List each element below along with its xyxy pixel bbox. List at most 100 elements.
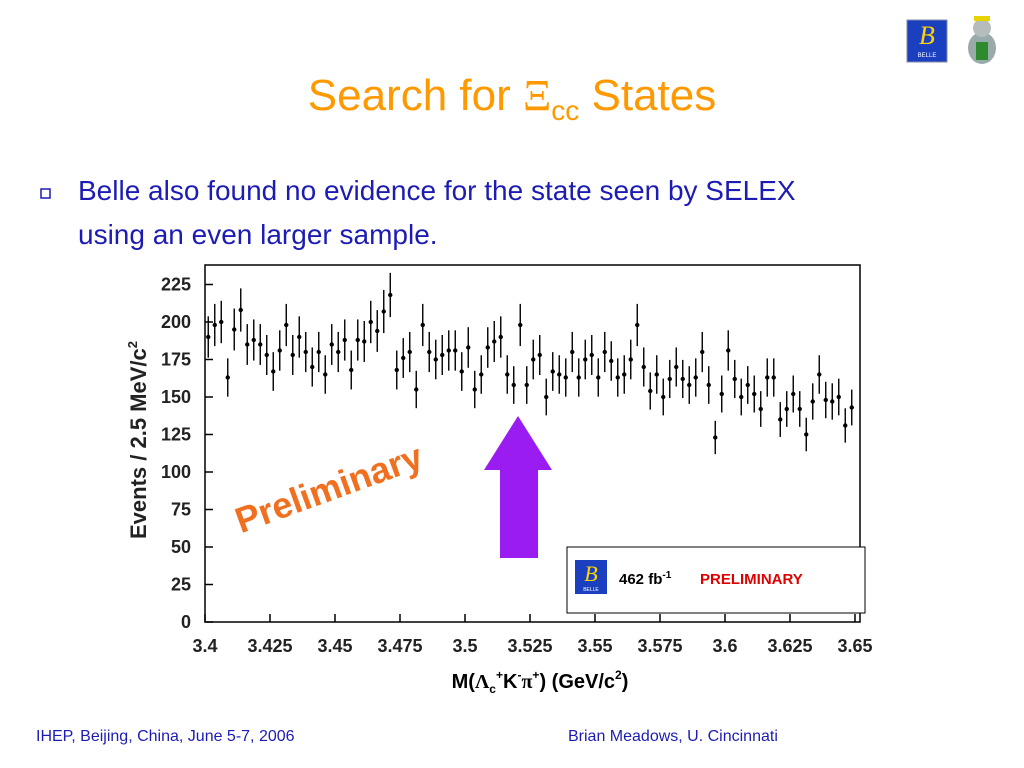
- data-point: [732, 376, 737, 382]
- data-point: [238, 307, 243, 313]
- data-point: [661, 394, 666, 400]
- data-point: [810, 399, 815, 404]
- data-point: [342, 337, 347, 343]
- data-point: [453, 348, 458, 353]
- signal-arrow: [484, 416, 552, 558]
- legend-logo-letter: B: [584, 561, 597, 586]
- y-tick-label: 125: [161, 425, 191, 445]
- bullet-marker: [40, 188, 51, 199]
- legend-preliminary: PRELIMINARY: [700, 571, 803, 588]
- data-point: [323, 372, 328, 377]
- x-tick-label: 3.45: [317, 636, 352, 656]
- data-point: [472, 387, 477, 392]
- data-point: [719, 391, 724, 397]
- data-point: [258, 342, 263, 347]
- title-symbol: Ξ: [523, 71, 551, 120]
- data-point: [752, 391, 757, 397]
- x-label-sup: +: [532, 668, 539, 682]
- data-point: [583, 357, 588, 362]
- y-tick-label: 100: [161, 462, 191, 482]
- x-tick-label: 3.425: [247, 636, 292, 656]
- x-axis-label: M(Λc+K-π+) (GeV/c2): [452, 668, 629, 696]
- title-part: Search for: [308, 71, 523, 120]
- x-tick-label: 3.625: [767, 636, 812, 656]
- data-point: [485, 345, 490, 350]
- x-tick-label: 3.6: [712, 636, 737, 656]
- x-tick-label: 3.475: [377, 636, 422, 656]
- y-tick-label: 150: [161, 387, 191, 407]
- data-point: [440, 352, 445, 358]
- data-point: [589, 352, 594, 358]
- data-point: [505, 372, 510, 377]
- x-label-sup: 2: [615, 668, 622, 682]
- data-point: [778, 417, 783, 422]
- data-point: [537, 352, 542, 358]
- x-label-part: ) (GeV/c: [539, 671, 615, 693]
- data-point: [550, 369, 555, 374]
- data-point: [635, 322, 640, 328]
- data-point: [622, 372, 627, 377]
- data-point: [745, 382, 750, 388]
- data-point: [765, 375, 770, 380]
- y-tick-label: 225: [161, 275, 191, 295]
- data-point: [641, 364, 646, 370]
- data-point: [297, 334, 302, 340]
- data-point: [849, 405, 854, 410]
- x-tick-label: 3.575: [637, 636, 682, 656]
- data-point: [511, 382, 516, 388]
- data-point: [531, 357, 536, 362]
- data-point: [687, 382, 692, 388]
- data-point: [459, 369, 464, 374]
- data-point: [771, 375, 776, 380]
- x-tick-label: 3.55: [577, 636, 612, 656]
- data-point: [706, 382, 711, 388]
- data-point: [739, 394, 744, 400]
- data-point: [654, 372, 659, 377]
- x-tick-label: 3.5: [452, 636, 477, 656]
- data-point: [836, 394, 841, 400]
- data-point: [206, 334, 211, 340]
- data-point: [823, 397, 828, 403]
- data-point: [368, 319, 373, 325]
- bullet-text: using an even larger sample.: [78, 219, 438, 250]
- data-point: [817, 372, 822, 377]
- data-point: [446, 348, 451, 353]
- x-tick-label: 3.525: [507, 636, 552, 656]
- data-point: [251, 337, 256, 343]
- legend-logo-name: BELLE: [583, 587, 599, 593]
- data-point: [479, 372, 484, 377]
- data-point: [609, 358, 614, 364]
- y-tick-label: 175: [161, 350, 191, 370]
- data-point: [401, 355, 406, 361]
- data-point: [388, 292, 393, 298]
- data-point: [271, 369, 276, 374]
- legend-box: [566, 546, 866, 614]
- data-point: [667, 376, 672, 382]
- data-point: [804, 432, 809, 437]
- bullet-text: Belle also found no evidence for the sta…: [78, 175, 796, 206]
- y-tick-label: 50: [171, 537, 191, 557]
- x-tick-label: 3.4: [192, 636, 217, 656]
- data-point: [433, 357, 438, 362]
- data-point: [316, 349, 321, 355]
- preliminary-watermark: Preliminary: [230, 435, 428, 541]
- y-tick-label: 0: [181, 612, 191, 632]
- legend-logo: [575, 560, 607, 594]
- x-label-symbol: Λ: [475, 671, 490, 693]
- data-point: [680, 376, 685, 382]
- data-point: [830, 399, 835, 404]
- data-point: [290, 352, 295, 358]
- logo-name: BELLE: [918, 53, 937, 59]
- slide-title: Search for Ξcc States: [308, 71, 716, 126]
- data-point: [524, 382, 529, 388]
- data-point: [602, 349, 607, 355]
- data-point: [648, 388, 653, 394]
- data-point: [674, 364, 679, 370]
- legend-lumi: 462 fb-1: [619, 570, 672, 588]
- data-point: [303, 349, 308, 355]
- y-tick-label: 25: [171, 575, 191, 595]
- data-point: [784, 406, 789, 412]
- data-point: [375, 328, 380, 334]
